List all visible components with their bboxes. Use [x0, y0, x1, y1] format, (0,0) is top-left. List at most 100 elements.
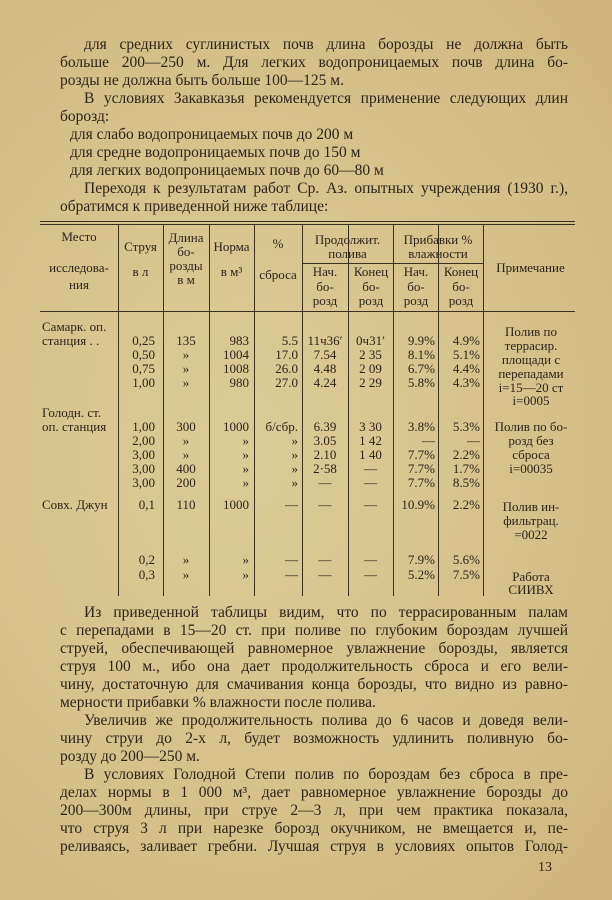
table-cell: —: [467, 433, 480, 448]
text-line: Увеличив же продолжительность полива до …: [84, 712, 568, 729]
subheader-rule: [302, 263, 483, 265]
table-cell: 3.8%: [407, 419, 435, 434]
row-place: Голодн. ст.: [42, 405, 102, 420]
table-cell: »: [182, 361, 190, 376]
row-note: террасир.: [504, 338, 558, 353]
header-stream: Струя: [124, 239, 157, 254]
column-rule: [348, 224, 350, 596]
table-cell: 8.1%: [407, 347, 435, 362]
table-cell: 5.2%: [407, 567, 435, 582]
table-cell: 2.2%: [452, 447, 480, 462]
table-cell: 1.7%: [452, 461, 480, 476]
column-rule: [209, 224, 211, 596]
table-cell: 2·58: [313, 461, 337, 476]
table-cell: 2,00: [132, 433, 155, 448]
table-cell: »: [242, 447, 250, 462]
row-place: станция . .: [42, 333, 100, 348]
text-line: чину, достаточную для смачивания конца б…: [60, 676, 568, 693]
table-cell: »: [242, 552, 250, 567]
table-cell: 400: [176, 461, 196, 476]
row-note: СИИВХ: [508, 582, 554, 597]
table-cell: 6.39: [313, 419, 337, 434]
text-line: В условиях Голодной Степи полив по бороз…: [84, 766, 568, 783]
table-cell: б/сбр.: [265, 419, 298, 434]
row-note: розд без: [508, 433, 554, 448]
table-cell: »: [242, 567, 250, 582]
row-note: сброса: [512, 447, 550, 462]
row-note: i=00035: [509, 461, 553, 476]
row-note: Полив по: [504, 324, 557, 339]
table-cell: 2 35: [359, 347, 382, 362]
text-line: Переходя к результатам работ Ср. Аз. опы…: [84, 180, 568, 197]
row-place: Совх. Джун: [42, 497, 108, 512]
table-cell: 980: [229, 375, 250, 390]
table-cell: »: [242, 461, 250, 476]
text-line: больше 200—250 м. Для легких водопроница…: [60, 54, 568, 71]
text-line: струей, обеспечивающей равномерное увлаж…: [60, 640, 568, 657]
table-cell: 1 40: [359, 447, 382, 462]
column-rule: [438, 263, 440, 311]
text-line: реливаясь, заливает гребни. Лучшая струя…: [60, 838, 568, 855]
text-line: струя 100 м., ибо она дает продолжительн…: [60, 658, 568, 675]
table-cell: 5.1%: [452, 347, 480, 362]
column-rule: [393, 224, 395, 596]
table-cell: 3,00: [132, 475, 155, 490]
table-cell: —: [285, 552, 298, 567]
header-subcolumn: розд: [312, 293, 338, 308]
table-cell: —: [364, 475, 377, 490]
table-cell: 0,75: [132, 361, 155, 376]
text-line: делах нормы в 1 000 м³, дает равномерное…: [60, 784, 568, 801]
row-note: i=15—20 ст: [498, 380, 564, 395]
table-cell: 5.6%: [452, 552, 480, 567]
table-cell: —: [285, 567, 298, 582]
table-cell: 2 29: [359, 375, 382, 390]
header-subcolumn: Конец: [443, 264, 479, 279]
row-note: =0022: [514, 527, 548, 542]
table-cell: 7.7%: [407, 447, 435, 462]
header-subcolumn: розд: [448, 293, 474, 308]
header-moisture: Прибавки %: [403, 232, 473, 247]
table-cell: »: [182, 552, 190, 567]
table-cell: »: [242, 433, 250, 448]
text-line: розду до 200—250 м.: [60, 748, 200, 765]
header-subcolumn: Нач.: [312, 264, 338, 279]
row-note: фильтрац.: [503, 513, 559, 528]
table-cell: 7.9%: [407, 552, 435, 567]
table-cell: »: [182, 375, 190, 390]
header-moisture: влажности: [408, 246, 468, 261]
table-cell: »: [291, 461, 299, 476]
table-cell: 300: [176, 419, 196, 434]
table-cell: —: [285, 497, 298, 512]
text-line: для средних суглинистых почв длина бороз…: [84, 36, 568, 53]
text-line: для средне водопроницаемых почв до 150 м: [70, 144, 361, 161]
header-length: розды: [169, 258, 203, 273]
header-subcolumn: бо-: [316, 279, 334, 294]
header-subcolumn: бо-: [362, 279, 380, 294]
text-line: борозд:: [60, 108, 110, 125]
table-cell: 11ч36′: [307, 333, 343, 348]
row-note: Работа: [512, 569, 550, 584]
table-cell: 7.5%: [452, 567, 480, 582]
header-subcolumn: Конец: [353, 264, 389, 279]
text-line: для слабо водопроницаемых почв до 200 м: [70, 126, 354, 143]
table-cell: —: [364, 552, 377, 567]
table-cell: »: [182, 347, 190, 362]
row-note: i=0005: [512, 393, 550, 408]
row-note: перепадами: [498, 366, 564, 381]
table-cell: »: [291, 447, 299, 462]
header-subcolumn: бо-: [452, 279, 470, 294]
header-discharge: сброса: [259, 267, 297, 282]
table-cell: 26.0: [275, 361, 298, 376]
column-rule: [348, 263, 350, 311]
table-cell: 200: [176, 475, 196, 490]
table-cell: 1000: [223, 497, 249, 512]
table-cell: 1,00: [132, 375, 155, 390]
column-rule: [118, 224, 120, 596]
header-place: ния: [69, 277, 89, 292]
header-note: Примечание: [496, 260, 565, 275]
table-cell: 4.24: [313, 375, 337, 390]
table-cell: 7.54: [313, 347, 337, 362]
text-line: мерности прибавки % влажности после поли…: [60, 694, 376, 711]
table-cell: 10.9%: [401, 497, 435, 512]
